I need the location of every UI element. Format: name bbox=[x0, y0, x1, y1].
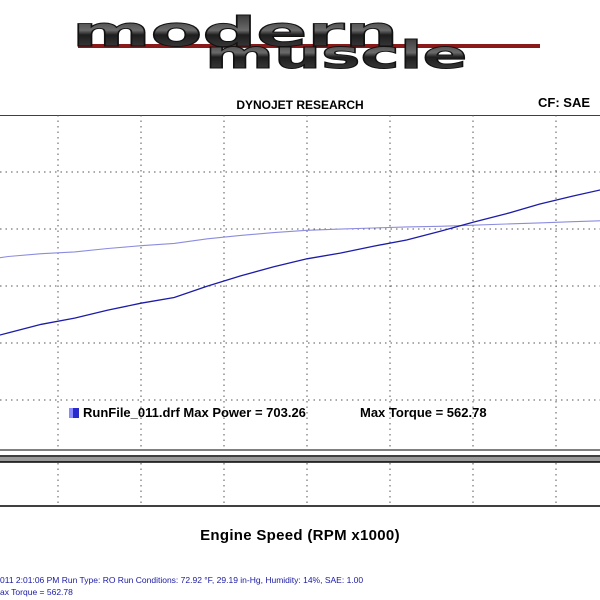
max-torque-footer-text: ax Torque = 562.78 bbox=[0, 587, 73, 597]
x-tick-label: 4.5 bbox=[215, 513, 233, 515]
x-tick-label: 5.5 bbox=[547, 513, 565, 515]
power-series-line bbox=[0, 189, 600, 336]
x-tick-labels: 4.04.55.05.56.06.57.0 bbox=[49, 513, 565, 515]
logo-band bbox=[78, 44, 540, 48]
correction-factor-label: CF: SAE bbox=[538, 95, 590, 110]
modern-muscle-logo: modern muscle bbox=[0, 0, 600, 96]
grid-lines bbox=[0, 115, 600, 450]
separator-band bbox=[0, 449, 600, 507]
run-conditions-text: 011 2:01:06 PM Run Type: RO Run Conditio… bbox=[0, 575, 364, 585]
logo-word-modern: modern bbox=[72, 9, 398, 56]
legend-torque-text: Max Torque = 562.78 bbox=[360, 405, 487, 420]
logo-word-muscle: muscle bbox=[205, 33, 467, 78]
legend: RunFile_011.drf Max Power = 703.26 Max T… bbox=[69, 405, 487, 420]
legend-swatch-icon bbox=[69, 408, 79, 418]
dyno-chart: RunFile_011.drf Max Power = 703.26 Max T… bbox=[0, 115, 600, 515]
x-tick-label: 4.0 bbox=[49, 513, 67, 515]
legend-run-text: RunFile_011.drf Max Power = 703.26 bbox=[83, 405, 306, 420]
x-tick-label: 5.0 bbox=[381, 513, 399, 515]
lower-grid-lines bbox=[57, 463, 557, 506]
x-axis-label: Engine Speed (RPM x1000) bbox=[200, 527, 400, 544]
chart-header-title: DYNOJET RESEARCH bbox=[236, 98, 364, 112]
torque-series-line bbox=[0, 220, 600, 259]
